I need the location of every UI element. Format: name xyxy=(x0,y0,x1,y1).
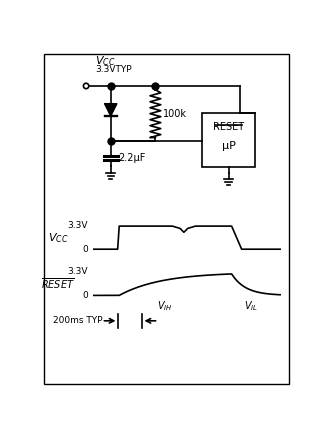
Text: 3.3V: 3.3V xyxy=(67,267,88,276)
Text: $V_{CC}$: $V_{CC}$ xyxy=(95,54,116,68)
Text: RESET: RESET xyxy=(213,122,244,132)
Text: 2.2μF: 2.2μF xyxy=(118,153,146,163)
Text: $V_{IH}$: $V_{IH}$ xyxy=(157,299,173,313)
Text: 3.3VTYP: 3.3VTYP xyxy=(95,66,132,74)
Text: 3.3V: 3.3V xyxy=(67,221,88,230)
Polygon shape xyxy=(105,104,117,116)
Text: $\overline{RESET}$: $\overline{RESET}$ xyxy=(42,276,75,291)
Text: $V_{CC}$: $V_{CC}$ xyxy=(48,231,69,244)
Text: μP: μP xyxy=(222,141,236,151)
Text: 0: 0 xyxy=(82,291,88,300)
Bar xyxy=(202,113,255,167)
Text: 100k: 100k xyxy=(163,108,187,118)
Text: 0: 0 xyxy=(82,245,88,254)
Text: 200ms TYP: 200ms TYP xyxy=(53,316,102,326)
Text: $V_{IL}$: $V_{IL}$ xyxy=(244,299,258,313)
